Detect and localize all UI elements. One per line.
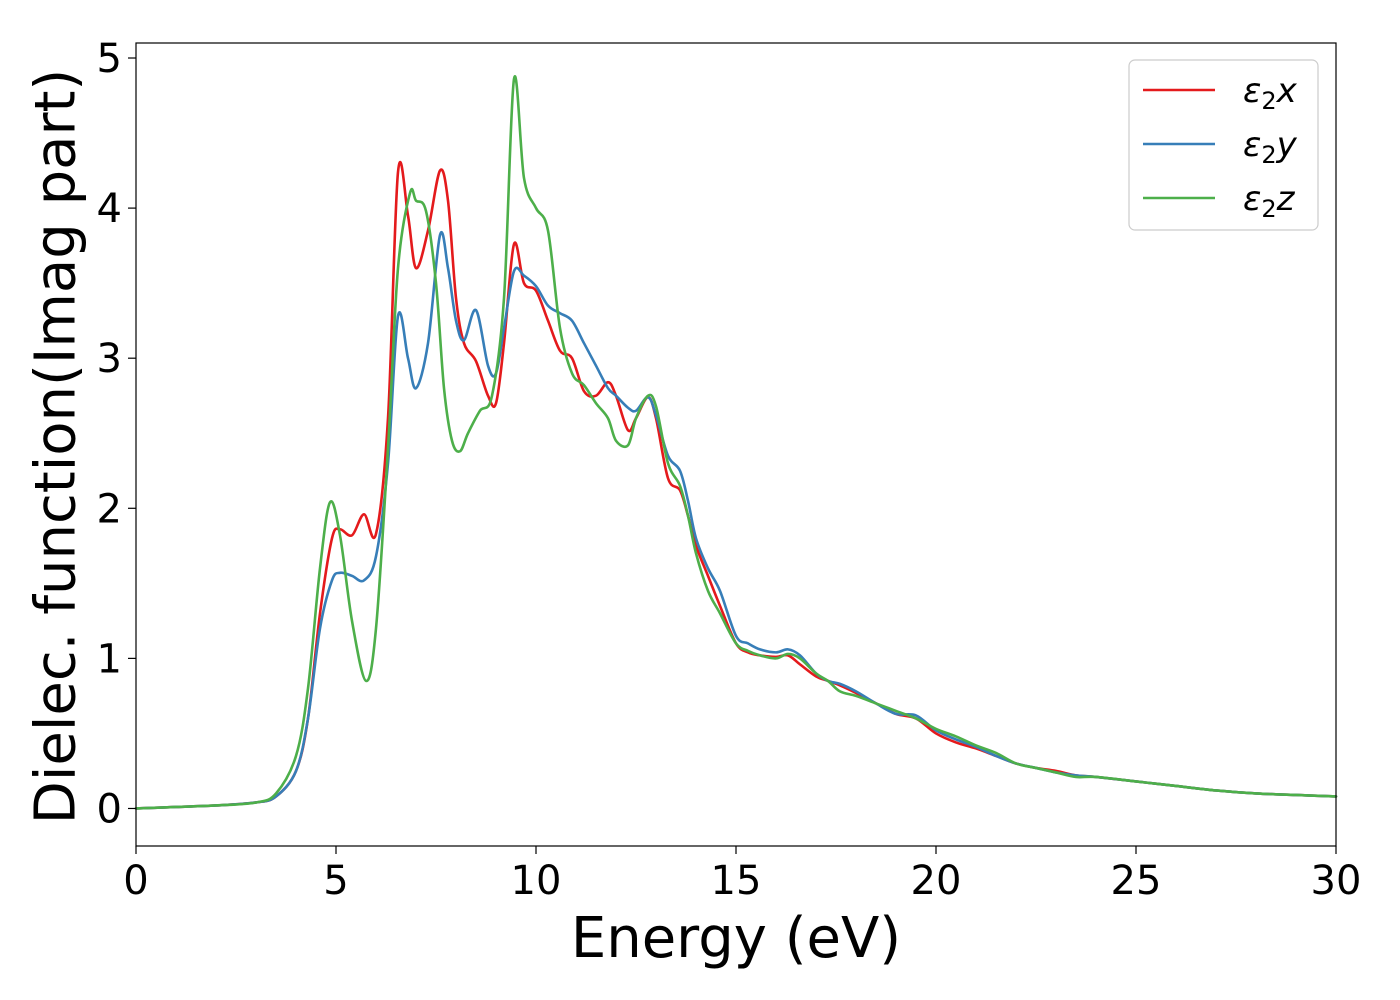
- y-tick-label: 2: [97, 486, 122, 532]
- y-tick-label: 4: [97, 186, 122, 232]
- legend-label-subscript: 2: [1261, 141, 1276, 169]
- legend-label-z: ε2z: [1243, 179, 1296, 223]
- x-tick-label: 0: [123, 858, 148, 904]
- x-tick-label: 5: [323, 858, 348, 904]
- legend-label-base: ε: [1243, 71, 1261, 111]
- legend-label-y: ε2y: [1243, 125, 1298, 169]
- series-layer: [134, 75, 1338, 810]
- y-tick-label: 5: [97, 36, 122, 82]
- x-tick-label: 20: [911, 858, 962, 904]
- x-axis: 0 5 10 15 20 25 30: [123, 846, 1361, 904]
- series-line-x: [134, 160, 1338, 810]
- x-tick-label: 30: [1311, 858, 1362, 904]
- legend-label-tail: z: [1276, 179, 1296, 219]
- legend-label-base: ε: [1243, 125, 1261, 165]
- legend-label-tail: y: [1276, 125, 1298, 165]
- x-tick-label: 15: [711, 858, 762, 904]
- legend-label-base: ε: [1243, 179, 1261, 219]
- legend-label-x: ε2x: [1243, 71, 1298, 115]
- series-line-z: [134, 75, 1338, 810]
- y-axis-label: Dielec. function(Imag part): [24, 69, 89, 825]
- y-tick-label: 0: [97, 786, 122, 832]
- legend-label-subscript: 2: [1261, 87, 1276, 115]
- legend-label-tail: x: [1276, 71, 1298, 111]
- y-axis: 0 1 2 3 4 5: [97, 36, 136, 832]
- y-tick-label: 1: [97, 636, 122, 682]
- x-tick-label: 25: [1111, 858, 1162, 904]
- series-line-y: [134, 231, 1338, 810]
- x-tick-label: 10: [511, 858, 562, 904]
- x-axis-label: Energy (eV): [571, 906, 901, 971]
- legend-box: [1128, 59, 1319, 231]
- legend-label-subscript: 2: [1261, 195, 1276, 223]
- y-tick-label: 3: [97, 336, 122, 382]
